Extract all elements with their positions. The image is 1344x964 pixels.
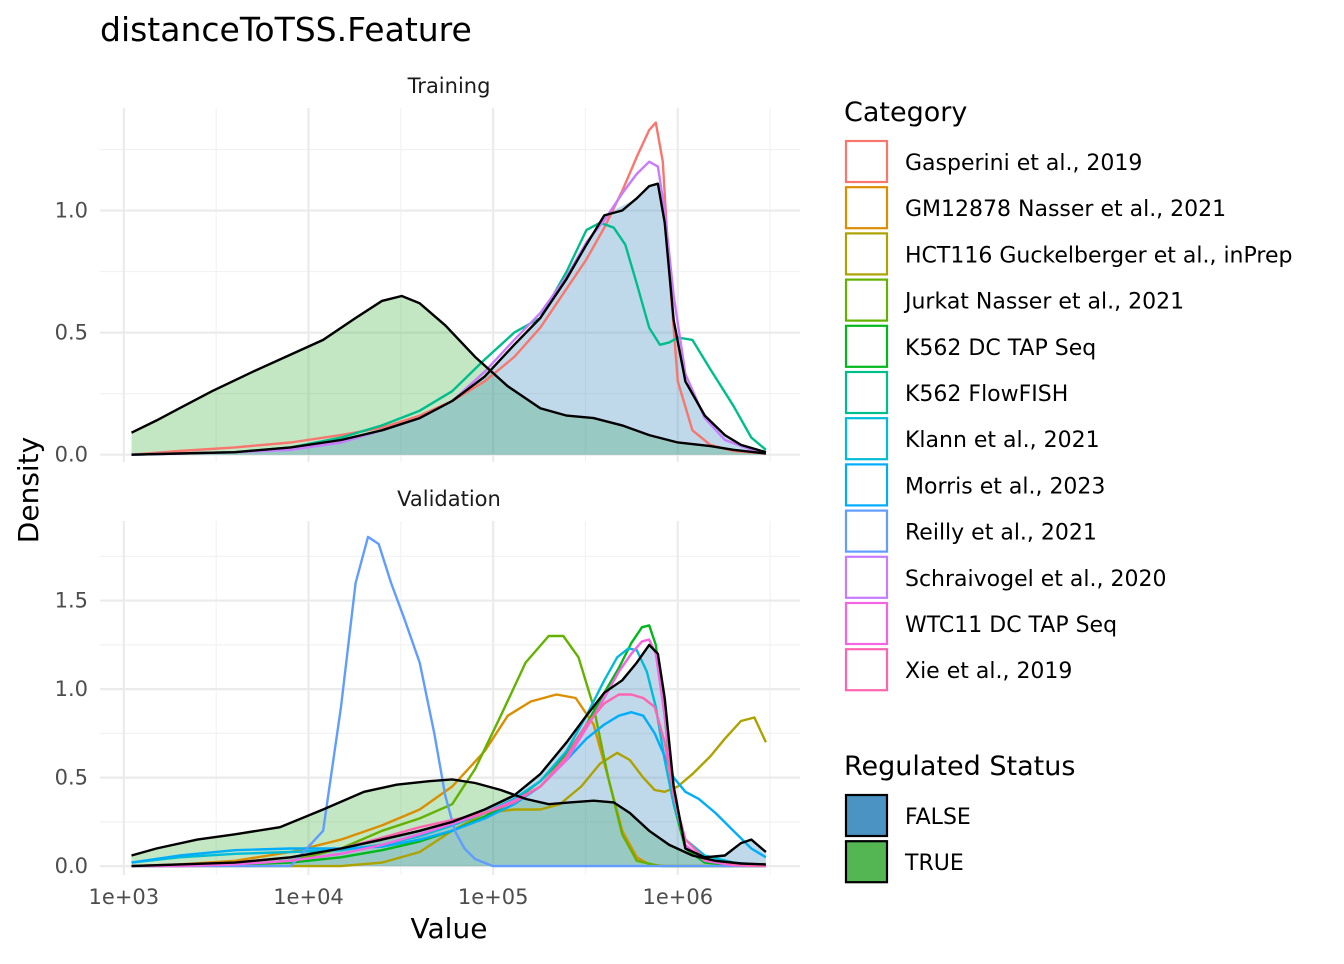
legend-item-schraivogel-et-al-2020: Schraivogel et al., 2020 (844, 555, 1166, 599)
legend-key (844, 139, 889, 184)
y-tick-label: 1.0 (55, 199, 88, 223)
series-line-gasperini-et-al-2019 (131, 121, 766, 456)
series-line-schraivogel-et-al-2020 (131, 160, 767, 456)
legend-label: FALSE (905, 805, 971, 830)
legend-key (844, 417, 889, 461)
legend-item-reilly-et-al-2021: Reilly et al., 2021 (844, 509, 1097, 553)
legend-key (844, 840, 889, 884)
legend-item-xie-et-al-2019: Xie et al., 2019 (844, 648, 1072, 692)
y-tick-label: 1.0 (55, 677, 88, 701)
legend-category-title: Category (844, 97, 967, 128)
grid (100, 108, 800, 462)
area-true (131, 296, 766, 455)
legend-item-gm12878-nasser-et-al-2021: GM12878 Nasser et al., 2021 (844, 186, 1226, 230)
legend-label: Xie et al., 2019 (905, 659, 1072, 684)
y-tick-label: 0.5 (55, 321, 88, 345)
area-outline-true (130, 294, 767, 455)
area-outline-true (131, 778, 766, 866)
legend-key (844, 793, 889, 838)
y-tick-label: 0.0 (55, 443, 88, 467)
strip-training: Training (407, 74, 491, 98)
series-line-all (131, 182, 767, 456)
area-false (131, 183, 766, 455)
series-line-k562-flowfish (131, 221, 767, 456)
strip-validation: Validation (397, 487, 501, 511)
x-axis-title: Value (411, 912, 488, 945)
legend-label: Klann et al., 2021 (905, 428, 1100, 453)
chart-title: distanceToTSS.Feature (100, 10, 472, 49)
legend-key (844, 509, 889, 553)
x-axis-ticks: 1e+03 1e+04 1e+05 1e+06 (89, 885, 714, 909)
y-tick-label: 0.5 (55, 766, 88, 790)
legend-label: WTC11 DC TAP Seq (905, 613, 1117, 638)
legend-status-title: Regulated Status (844, 751, 1075, 782)
legend-key (844, 186, 889, 230)
legend-key (844, 324, 889, 368)
legend-item-morris-et-al-2023: Morris et al., 2023 (844, 463, 1105, 507)
grid (100, 521, 800, 875)
panel-validation: Validation 0.0 0.5 1.0 1.5 (55, 487, 800, 878)
x-tick-label: 1e+03 (89, 885, 160, 909)
legend-label: Schraivogel et al., 2020 (905, 567, 1166, 592)
y-tick-label: 0.0 (55, 854, 88, 878)
legend-label: K562 DC TAP Seq (905, 336, 1096, 361)
panel-training: Training 0.0 0.5 1.0 (55, 74, 800, 467)
legend-item-false: FALSE (844, 793, 971, 838)
legend-key (844, 555, 889, 599)
series-line-all (131, 643, 767, 868)
y-tick-label: 1.5 (55, 589, 88, 613)
legend-key (844, 370, 889, 415)
legend-key (844, 601, 889, 646)
legend-item-jurkat-nasser-et-al-2021: Jurkat Nasser et al., 2021 (844, 278, 1184, 322)
legend-regulated-status: Regulated Status FALSE TRUE (844, 751, 1075, 884)
series-line-hct116-guckelberger-et-al-inprep (131, 716, 767, 868)
legend-label: GM12878 Nasser et al., 2021 (905, 197, 1226, 222)
legend-item-hct116-guckelberger-et-al-inprep: HCT116 Guckelberger et al., inPrep (844, 232, 1292, 276)
series-line-reilly-et-al-2021 (131, 535, 766, 868)
legend-label: Morris et al., 2023 (905, 474, 1105, 499)
legend-item-k562-dc-tap-seq: K562 DC TAP Seq (844, 324, 1096, 368)
legend-key (844, 463, 889, 507)
legend-label: Gasperini et al., 2019 (905, 151, 1142, 176)
legend-label: Jurkat Nasser et al., 2021 (903, 290, 1184, 315)
legend-item-gasperini-et-al-2019: Gasperini et al., 2019 (844, 139, 1142, 184)
legend-label: HCT116 Guckelberger et al., inPrep (905, 243, 1292, 268)
legend-item-true: TRUE (844, 840, 964, 884)
x-tick-label: 1e+05 (458, 885, 529, 909)
legend-label: Reilly et al., 2021 (905, 521, 1097, 546)
legend-item-k562-flowfish: K562 FlowFISH (844, 370, 1068, 415)
legend-label: K562 FlowFISH (905, 382, 1068, 407)
legend-label: TRUE (904, 851, 964, 876)
legend-category: Category Gasperini et al., 2019 GM12878 N… (844, 97, 1292, 692)
legend-item-klann-et-al-2021: Klann et al., 2021 (844, 417, 1100, 461)
x-tick-label: 1e+04 (273, 885, 344, 909)
legend-key (844, 278, 889, 322)
legend-key (844, 232, 889, 276)
legend-key (844, 648, 889, 692)
y-axis-title: Density (12, 437, 45, 543)
series-line-jurkat-nasser-et-al-2021 (131, 634, 766, 868)
legend-item-wtc11-dc-tap-seq: WTC11 DC TAP Seq (844, 601, 1117, 646)
x-tick-label: 1e+06 (642, 885, 713, 909)
